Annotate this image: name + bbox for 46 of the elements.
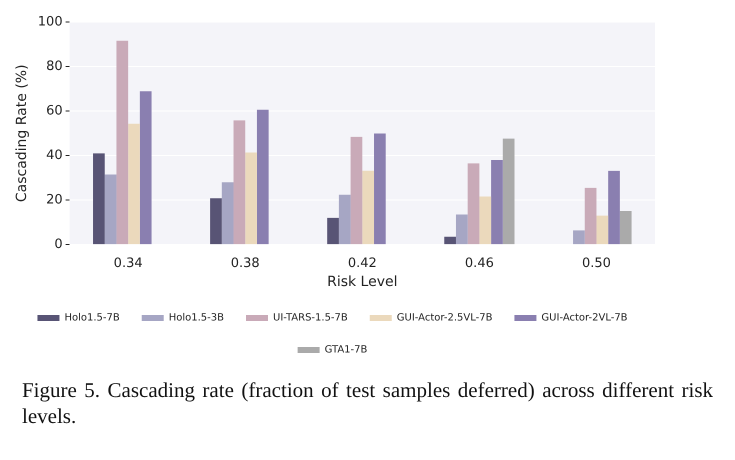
x-axis-title: Risk Level	[327, 274, 398, 290]
y-tick-label: 80	[46, 58, 63, 74]
x-tick-label: 0.50	[582, 256, 611, 271]
bar	[444, 236, 456, 244]
caption: Figure 5. Cascading rate (fraction of test samples deferred) across different risk levels.	[22, 377, 713, 430]
y-tick-label: 100	[38, 14, 63, 30]
legend-label: Holo1.5-7B	[64, 312, 120, 324]
bar	[210, 198, 222, 244]
bar	[350, 136, 362, 244]
x-tick-label: 0.34	[114, 256, 143, 271]
bar	[596, 216, 608, 244]
bar	[573, 230, 585, 244]
y-tick-label: 20	[46, 192, 63, 208]
bar	[362, 170, 374, 244]
bar	[128, 124, 140, 244]
bar	[140, 91, 152, 244]
y-tick-label: 0	[54, 236, 63, 252]
bar	[608, 170, 620, 244]
x-tick-label: 0.38	[230, 256, 260, 271]
bar	[104, 174, 116, 244]
bar	[456, 214, 468, 244]
bar	[222, 182, 234, 244]
bar	[245, 152, 257, 244]
bar	[479, 196, 492, 244]
bar	[327, 218, 339, 244]
bar	[338, 194, 351, 244]
legend-label: UI-TARS-1.5-7B	[272, 312, 348, 324]
legend-label: Holo1.5-3B	[168, 312, 224, 324]
y-tick-label: 60	[46, 103, 63, 118]
legend-label: GTA1-7B	[324, 344, 368, 356]
bar	[93, 153, 105, 244]
x-tick-label: 0.42	[348, 256, 377, 271]
bar	[620, 210, 632, 244]
bar	[374, 134, 386, 244]
legend-label: GUI-Actor-2VL-7B	[541, 312, 628, 324]
y-tick-label: 40	[46, 148, 63, 163]
bar	[256, 110, 269, 244]
bar	[502, 138, 515, 244]
y-axis-title: Cascading Rate (%)	[14, 64, 30, 202]
legend-label: GUI-Actor-2.5VL-7B	[396, 312, 493, 324]
bar	[584, 188, 596, 244]
bar	[116, 40, 128, 244]
bar	[468, 163, 480, 244]
bar	[491, 160, 503, 244]
bar	[234, 120, 246, 244]
x-tick-label: 0.46	[464, 256, 494, 271]
